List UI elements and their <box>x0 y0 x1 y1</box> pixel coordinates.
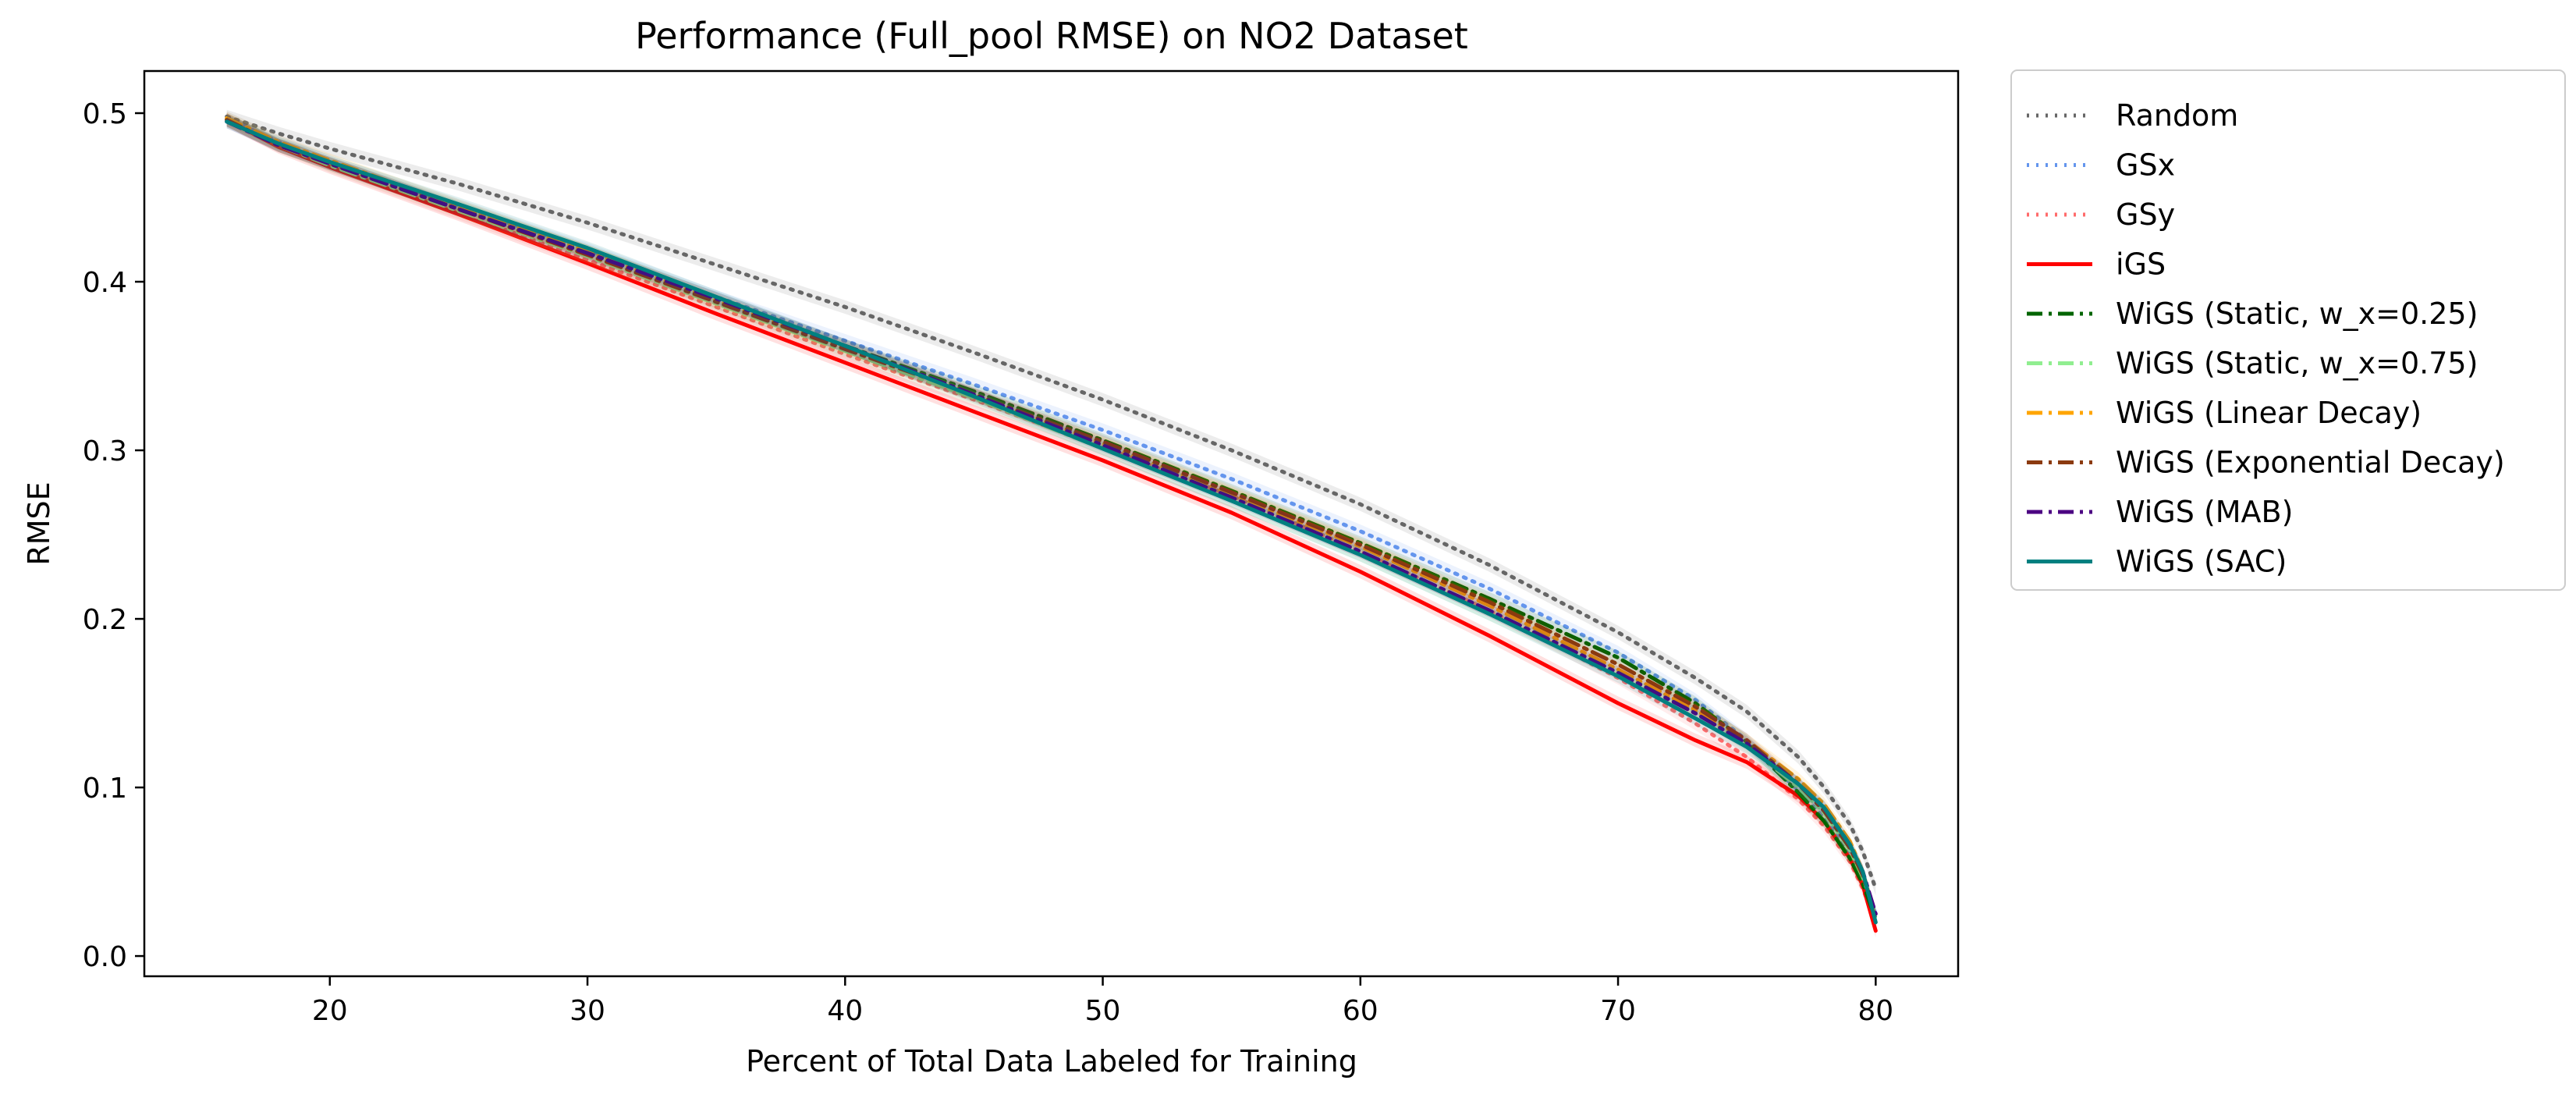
legend-label: iGS <box>2116 247 2166 282</box>
chart-title: Performance (Full_pool RMSE) on NO2 Data… <box>635 15 1468 57</box>
y-tick-label: 0.4 <box>83 267 127 299</box>
legend-label: Random <box>2116 98 2238 133</box>
series-line-9 <box>225 119 1878 925</box>
y-tick-label: 0.3 <box>83 435 127 467</box>
legend-label: WiGS (Static, w_x=0.25) <box>2116 297 2478 331</box>
legend-label: WiGS (Static, w_x=0.75) <box>2116 346 2478 381</box>
legend: Random GSx GSy iGS WiGS (Static, w_x=0.25) Wi… <box>2010 69 2566 591</box>
x-tick-label: 80 <box>1857 995 1893 1027</box>
legend-label: WiGS (Exponential Decay) <box>2116 446 2505 480</box>
x-axis: 20 30 40 50 60 70 80 <box>312 976 1893 1027</box>
legend-label: WiGS (SAC) <box>2116 545 2287 579</box>
x-tick-label: 50 <box>1085 995 1121 1027</box>
y-axis-title: RMSE <box>22 481 56 565</box>
series-band-5 <box>226 113 1876 921</box>
y-tick-label: 0.0 <box>83 941 127 973</box>
x-axis-title: Percent of Total Data Labeled for Traini… <box>746 1044 1357 1078</box>
y-tick-label: 0.1 <box>83 773 127 805</box>
legend-label: GSy <box>2116 197 2175 232</box>
x-tick-label: 20 <box>312 995 348 1027</box>
plot-area-frame <box>143 69 1960 978</box>
y-tick-label: 0.2 <box>83 604 127 636</box>
series-band-3 <box>226 113 1876 938</box>
legend-label: GSx <box>2116 148 2175 183</box>
series-layer <box>225 109 1878 938</box>
y-tick-label: 0.5 <box>83 98 127 130</box>
legend-label: WiGS (MAB) <box>2116 495 2293 529</box>
y-axis: 0.0 0.1 0.2 0.3 0.4 0.5 <box>83 98 144 973</box>
x-tick-label: 40 <box>827 995 863 1027</box>
series-line-0 <box>225 114 1878 891</box>
legend-label: WiGS (Linear Decay) <box>2116 396 2422 430</box>
x-tick-label: 60 <box>1343 995 1378 1027</box>
series-band-2 <box>226 113 1876 929</box>
legend-frame <box>2010 69 2566 591</box>
x-tick-label: 70 <box>1600 995 1636 1027</box>
x-tick-label: 30 <box>569 995 605 1027</box>
